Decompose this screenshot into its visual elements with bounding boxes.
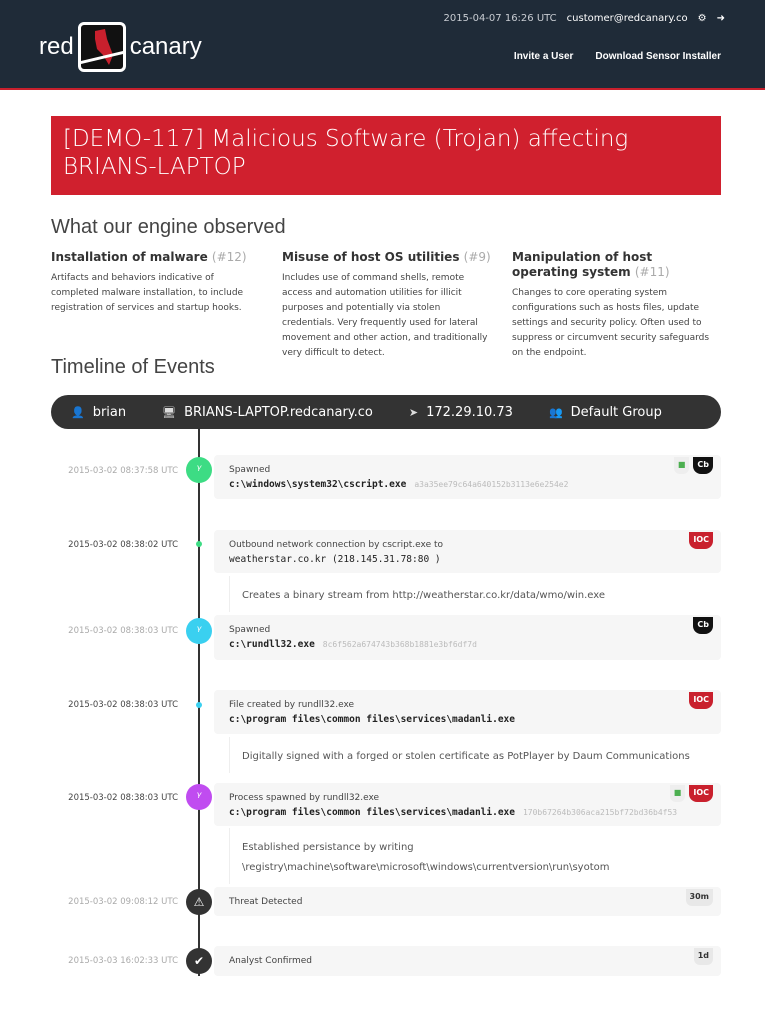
observed-ref[interactable]: (#12) [211,250,247,264]
ioc-badge: IOC [689,692,713,709]
file-dot-icon [196,702,202,708]
ioc-badge: IOC [689,785,713,802]
event-time: 2015-03-02 08:38:02 UTC [68,540,178,550]
observed-heading: What our engine observed [51,216,286,238]
event-title: Process spawned by rundll32.exe [229,793,380,803]
lock-icon: ■ [673,457,690,474]
event-note-registry: \registry\machine\software\microsoft\win… [242,862,610,873]
event-note: Digitally signed with a forged or stolen… [229,737,721,773]
event-title: Analyst Confirmed [229,956,313,966]
event-hash: 8c6f562a674743b368b1881e3bf6df7d [322,640,477,649]
logo-text-right: canary [129,33,202,60]
timeline-event[interactable]: Spawned c:\rundll32.exe 8c6f562a674743b36… [214,615,721,660]
observed-item: Manipulation of host operating system (#… [512,250,722,361]
duration-badge: 30m [685,889,713,906]
event-note: Established persistance by writing \regi… [229,828,721,884]
observed-item: Misuse of host OS utilities (#9) Include… [282,250,492,361]
warning-icon: ⚠ [186,889,212,915]
users-icon: 👥 [548,405,563,419]
red-canary-logo[interactable]: red canary [39,22,202,72]
event-time: 2015-03-02 08:38:03 UTC [68,793,178,803]
context-user: brian [92,404,127,420]
cb-badge: Cb [693,617,713,634]
event-path: c:\program files\common files\services\m… [229,714,515,725]
observed-title: Manipulation of host operating system [512,250,653,279]
network-dot-icon [196,541,202,547]
gear-icon[interactable]: ⚙ [697,13,707,24]
lock-icon: ■ [669,785,686,802]
cb-badge: Cb [693,457,713,474]
incident-title: [DEMO-117] Malicious Software (Trojan) a… [51,116,721,195]
event-hash: 170b67264b306aca215bf72bd36b4f53 [522,808,678,817]
user-icon: 👤 [71,405,85,419]
ioc-badge: IOC [689,532,713,549]
timeline-event[interactable]: Spawned c:\windows\system32\cscript.exe a… [214,455,721,499]
event-time: 2015-03-02 08:38:03 UTC [68,626,178,636]
event-title: Spawned [229,465,271,475]
timeline-event[interactable]: Process spawned by rundll32.exe c:\progr… [214,783,721,826]
checkmark-icon: ✔ [186,948,212,974]
context-host: BRIANS-LAPTOP.redcanary.co [184,404,373,420]
event-hash: a3a35ee79c64a640152b3113e6e254e2 [414,480,569,489]
process-fork-icon: ᵞ [186,618,212,644]
event-title: File created by rundll32.exe [229,700,355,710]
event-path: c:\windows\system32\cscript.exe [229,479,407,490]
process-fork-icon: ᵞ [186,457,212,483]
timeline-event[interactable]: File created by rundll32.exe c:\program … [214,690,721,734]
duration-badge: 1d [693,948,713,965]
event-time: 2015-03-02 08:38:03 UTC [68,700,178,710]
context-group: Default Group [570,404,662,420]
event-path: c:\rundll32.exe [229,639,315,650]
timeline-event[interactable]: Outbound network connection by cscript.e… [214,530,721,573]
user-email[interactable]: customer@redcanary.co [566,13,688,24]
observed-desc: Includes use of command shells, remote a… [282,273,488,358]
context-ip: 172.29.10.73 [426,404,513,420]
download-sensor-link[interactable]: Download Sensor Installer [595,51,721,62]
event-title: Spawned [229,625,271,635]
event-note-text: Established persistance by writing [242,842,414,853]
observed-item: Installation of malware (#12) Artifacts … [51,250,261,316]
event-title: Outbound network connection by cscript.e… [229,540,444,550]
endpoint-context-bar: 👤 brian 🖥 BRIANS-LAPTOP.redcanary.co ➤ 172.… [51,395,721,429]
timeline-event[interactable]: Analyst Confirmed 1d [214,946,721,976]
event-time: 2015-03-03 16:02:33 UTC [68,956,178,966]
observed-ref[interactable]: (#11) [634,265,670,279]
observed-ref[interactable]: (#9) [463,250,491,264]
location-arrow-icon: ➤ [408,405,419,419]
event-time: 2015-03-02 08:37:58 UTC [68,466,178,476]
event-note: Creates a binary stream from http://weat… [229,576,721,612]
event-path: weatherstar.co.kr (218.145.31.78:80 ) [229,554,441,565]
event-path: c:\program files\common files\services\m… [229,807,515,818]
process-fork-icon: ᵞ [186,784,212,810]
observed-desc: Changes to core operating system configu… [512,288,710,358]
event-time: 2015-03-02 09:08:12 UTC [68,897,178,907]
timeline-heading: Timeline of Events [51,356,215,378]
observed-title: Misuse of host OS utilities [282,250,460,264]
logout-icon[interactable]: ➜ [716,13,725,24]
top-header: red canary 2015-04-07 16:26 UTC customer… [0,0,765,90]
invite-user-link[interactable]: Invite a User [513,51,574,62]
observed-title: Installation of malware [51,250,208,264]
current-datetime: 2015-04-07 16:26 UTC [443,13,557,24]
canary-bird-icon [77,22,126,72]
timeline-event[interactable]: Threat Detected 30m [214,887,721,916]
observed-desc: Artifacts and behaviors indicative of co… [51,273,244,313]
monitor-icon: 🖥 [162,405,177,419]
event-title: Threat Detected [229,897,303,907]
logo-text-left: red [39,33,74,60]
